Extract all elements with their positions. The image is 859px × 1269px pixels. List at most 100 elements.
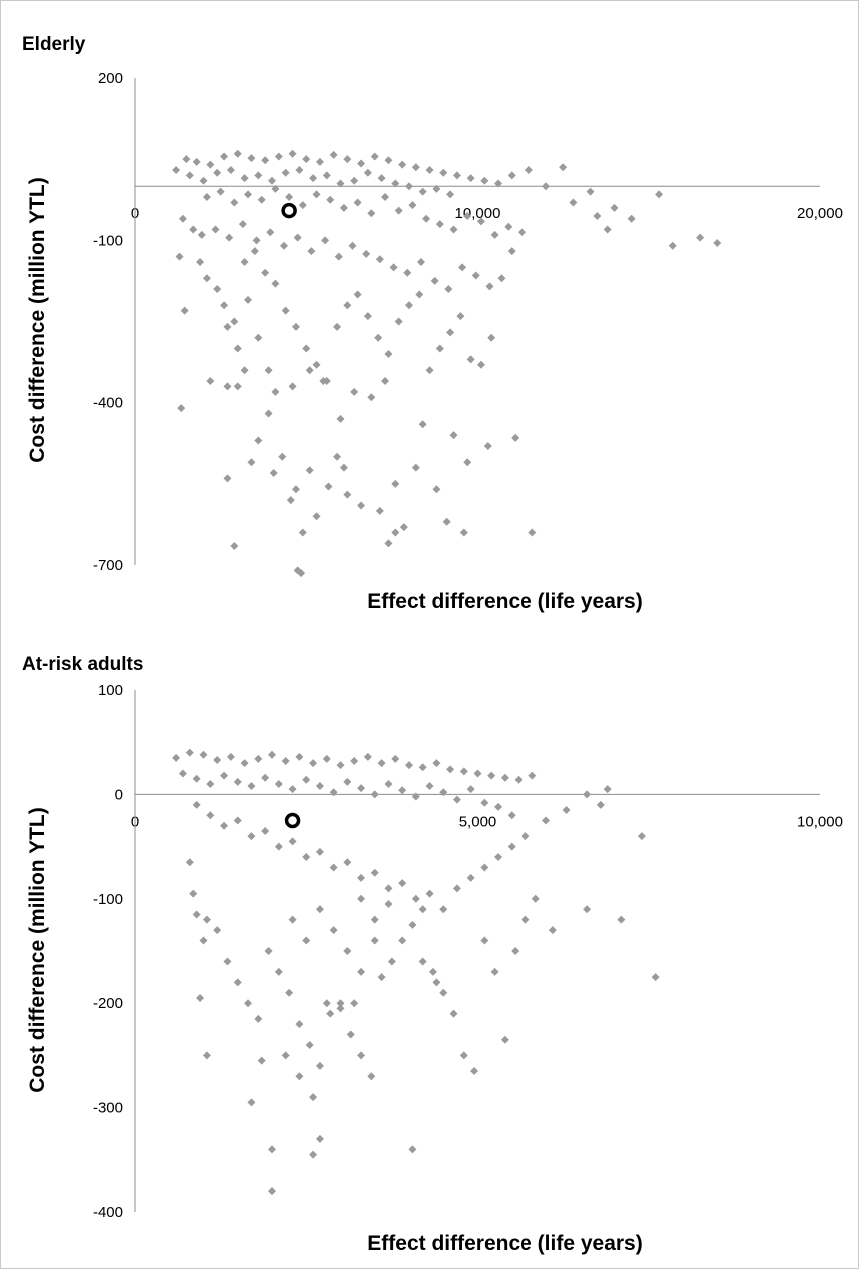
data-point <box>504 222 513 231</box>
data-point <box>439 168 448 177</box>
x-tick-label: 10,000 <box>797 813 843 830</box>
x-tick-label: 5,000 <box>459 813 497 830</box>
data-point <box>430 276 439 285</box>
data-point <box>399 523 408 532</box>
data-point <box>435 344 444 353</box>
data-point <box>367 393 376 402</box>
data-point <box>466 785 475 794</box>
data-point <box>514 775 523 784</box>
data-point <box>490 230 499 239</box>
data-point <box>315 1061 324 1070</box>
data-point <box>456 312 465 321</box>
data-point <box>384 900 393 909</box>
data-point <box>291 322 300 331</box>
data-point <box>405 182 413 191</box>
data-point <box>449 431 458 440</box>
data-point <box>494 853 503 862</box>
data-point <box>295 1072 304 1081</box>
data-point <box>302 155 311 164</box>
data-point <box>172 165 181 174</box>
data-point <box>240 174 249 183</box>
data-point <box>322 999 331 1008</box>
data-point <box>370 790 379 799</box>
data-point <box>452 795 461 804</box>
data-point <box>439 905 448 914</box>
data-point <box>309 1093 318 1102</box>
data-point <box>281 756 290 765</box>
data-point <box>531 894 540 903</box>
data-point <box>240 257 249 266</box>
data-point <box>177 404 186 413</box>
data-point <box>319 377 328 386</box>
data-point <box>312 512 321 521</box>
data-point <box>668 241 677 250</box>
data-point <box>307 247 316 256</box>
data-point <box>353 290 362 299</box>
y-tick-label: -200 <box>93 995 123 1012</box>
data-point <box>497 274 506 283</box>
data-point <box>432 184 441 193</box>
data-point <box>309 174 318 183</box>
data-point <box>216 187 225 196</box>
data-point <box>446 328 455 337</box>
data-point <box>333 452 342 461</box>
data-point <box>391 479 400 488</box>
data-point <box>387 957 396 966</box>
data-point <box>220 821 229 830</box>
data-point <box>459 767 468 776</box>
data-point <box>247 154 256 163</box>
data-point <box>213 285 222 294</box>
data-point <box>175 252 184 261</box>
data-point <box>389 263 398 272</box>
data-point <box>384 884 393 893</box>
data-point <box>291 485 300 494</box>
x-axis-title: Effect difference (life years) <box>367 1232 642 1255</box>
data-point <box>637 832 646 841</box>
y-tick-labels: 200 -100 -400 -700 <box>93 70 123 574</box>
data-point <box>261 268 270 277</box>
data-point <box>528 771 537 780</box>
y-tick-label: 0 <box>115 786 123 803</box>
data-point <box>326 1009 335 1018</box>
panel-title-elderly: Elderly <box>22 34 86 55</box>
data-point <box>357 784 366 793</box>
data-point <box>446 190 455 199</box>
data-point <box>279 241 288 250</box>
data-point <box>298 528 307 537</box>
data-point <box>192 774 201 783</box>
data-point <box>375 255 384 264</box>
data-point <box>418 187 427 196</box>
data-point <box>305 366 314 375</box>
data-point <box>254 333 263 342</box>
data-point <box>511 947 520 955</box>
data-point <box>329 926 338 935</box>
data-point <box>343 777 352 786</box>
data-point <box>452 171 461 180</box>
data-point <box>226 752 235 761</box>
data-point <box>312 190 321 199</box>
data-point <box>199 750 208 759</box>
data-point <box>196 993 205 1002</box>
data-point <box>627 214 636 223</box>
data-point <box>381 377 390 386</box>
data-point <box>480 798 489 807</box>
data-point <box>466 355 475 364</box>
data-point <box>357 1051 366 1060</box>
data-point <box>439 788 448 797</box>
data-point <box>343 858 352 867</box>
data-point <box>288 382 297 391</box>
data-point <box>302 853 311 862</box>
data-point <box>298 201 307 210</box>
data-point <box>490 967 499 976</box>
data-point <box>346 1030 355 1039</box>
data-point <box>518 228 527 237</box>
data-point <box>257 195 266 204</box>
data-point <box>336 761 345 770</box>
data-point <box>226 165 235 174</box>
data-point <box>444 285 453 294</box>
data-point <box>343 490 352 499</box>
data-point <box>357 501 366 510</box>
data-point <box>297 569 306 578</box>
y-tick-label: -400 <box>93 1204 123 1221</box>
